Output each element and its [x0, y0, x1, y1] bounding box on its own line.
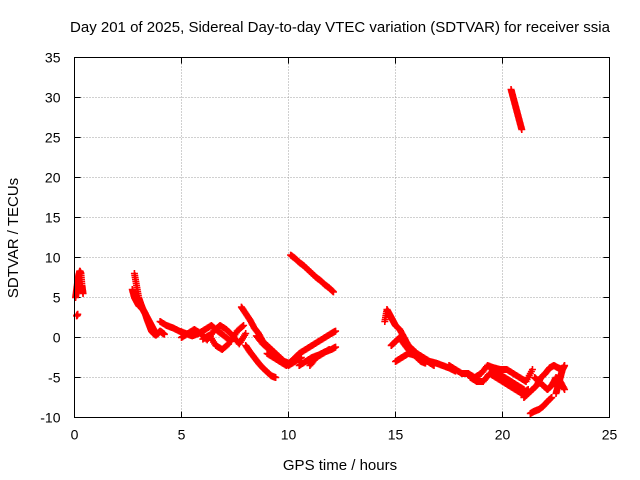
y-tick-label: 20 — [45, 170, 61, 186]
series-seg-f3 — [392, 350, 438, 369]
grid-layer — [74, 57, 610, 418]
series-seg-b2 — [128, 286, 160, 337]
x-tick-label: 5 — [178, 427, 186, 443]
data-point — [79, 290, 87, 297]
y-tick-label: 15 — [45, 210, 61, 226]
x-axis-title: GPS time / hours — [283, 457, 397, 474]
data-point — [518, 126, 526, 133]
chart-title: Day 201 of 2025, Sidereal Day-to-day VTE… — [70, 19, 611, 36]
series-seg-i — [507, 86, 526, 133]
series-seg-e — [287, 251, 337, 296]
y-tick-label: 5 — [53, 290, 61, 306]
x-tick-label: 0 — [71, 427, 79, 443]
data-point — [520, 386, 528, 393]
series-seg-d2 — [242, 342, 280, 381]
tick-layer: 0 5 10 15 20 25 -10 -5 0 5 10 15 20 25 30 35 — [40, 50, 617, 443]
x-tick-label: 20 — [495, 427, 511, 443]
y-tick-label: 0 — [53, 330, 61, 346]
data-point — [561, 386, 569, 393]
series-seg-h4 — [552, 362, 569, 397]
y-tick-label: -10 — [40, 410, 60, 426]
data-point — [561, 362, 569, 369]
data-point — [225, 340, 233, 348]
data-point — [325, 346, 333, 353]
series-seg-g — [445, 362, 536, 385]
data-point — [332, 343, 340, 351]
plot-frame — [74, 57, 610, 418]
data-points — [72, 86, 569, 417]
data-point — [160, 330, 168, 338]
data-point — [240, 322, 248, 329]
data-point — [224, 341, 232, 349]
series-seg-a — [72, 267, 87, 301]
data-point — [152, 330, 160, 337]
data-point — [272, 374, 280, 381]
series-seg-h3 — [526, 394, 556, 417]
y-tick-label: 25 — [45, 130, 61, 146]
y-tick-label: 35 — [45, 50, 61, 66]
data-point — [242, 330, 250, 337]
data-point — [74, 310, 82, 318]
x-tick-label: 15 — [388, 427, 404, 443]
series-seg-c3 — [199, 331, 233, 353]
data-point — [548, 394, 556, 401]
series-seg-d6 — [306, 346, 333, 369]
y-tick-label: 30 — [45, 90, 61, 106]
data-point — [238, 322, 246, 330]
x-tick-label: 10 — [281, 427, 297, 443]
data-point — [329, 288, 337, 296]
y-tick-label: -5 — [48, 370, 61, 386]
x-tick-label: 25 — [602, 427, 618, 443]
y-tick-label: 10 — [45, 250, 61, 266]
series-seg-d4 — [263, 327, 340, 369]
data-point — [528, 366, 536, 373]
y-axis-title: SDTVAR / TECUs — [5, 178, 22, 298]
series-seg-g3 — [488, 366, 528, 393]
data-point — [332, 327, 340, 335]
data-point — [430, 362, 438, 369]
